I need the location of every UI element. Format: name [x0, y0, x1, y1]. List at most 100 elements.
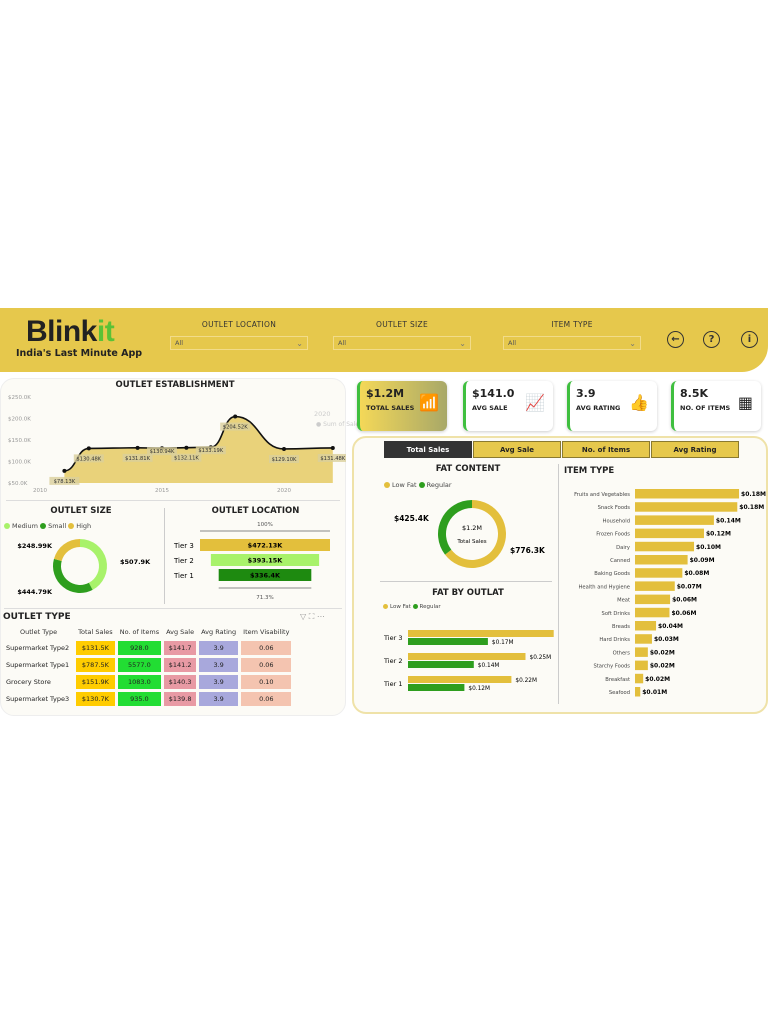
bar-regular	[408, 661, 474, 668]
table-cell: 3.9	[199, 641, 239, 655]
donut-slice	[438, 500, 472, 555]
data-label: $0.01M	[642, 689, 667, 696]
logo: Blinkit	[26, 315, 115, 348]
table-row: Supermarket Type2 $131.5K 928.0 $141.7 3.9 0.…	[4, 641, 292, 655]
table-cell: 0.10	[241, 675, 292, 689]
data-label: $0.14M	[716, 517, 741, 524]
data-label: $0.12M	[706, 531, 731, 538]
column-header[interactable]: Avg Rating	[201, 628, 237, 636]
rating-thumb-icon: 👍	[629, 393, 649, 412]
funnel-bar	[210, 554, 320, 566]
donut-slice	[53, 539, 80, 561]
chevron-down-icon: ⌄	[296, 338, 303, 348]
fat-content-donut: $1.2M Total Sales $776.3K $425.4K	[394, 500, 546, 568]
data-point	[62, 468, 67, 473]
divider	[380, 581, 552, 582]
tab-total-sales[interactable]: Total Sales	[384, 441, 472, 458]
boxes-icon: ▦	[737, 393, 753, 412]
table-cell: 3.9	[199, 658, 239, 672]
category-label: Breads	[612, 624, 630, 630]
outlet-location-dropdown[interactable]: All ⌄	[170, 336, 308, 350]
filter-label-outlet-location: OUTLET LOCATION	[201, 320, 277, 329]
category-label: Soft Drinks	[602, 611, 631, 617]
back-arrow-icon[interactable]: ←	[667, 331, 684, 348]
table-cell: $151.9K	[76, 675, 115, 689]
item-type-dropdown[interactable]: All ⌄	[503, 336, 641, 350]
data-point	[282, 446, 286, 451]
table-cell: 3.9	[199, 675, 239, 689]
more-options-icon[interactable]: ⋯	[316, 612, 325, 621]
filter-icon[interactable]: ▽	[300, 612, 307, 621]
table-row: Supermarket Type1 $787.5K 5577.0 $141.2 3.9 0…	[4, 658, 292, 672]
outlet-size-dropdown[interactable]: All ⌄	[333, 336, 471, 350]
divider	[4, 608, 342, 609]
outlet-establishment-title: OUTLET ESTABLISHMENT	[115, 380, 235, 390]
data-label-bg	[195, 446, 226, 455]
donut-slice	[53, 558, 93, 593]
help-icon[interactable]: ?	[703, 331, 720, 348]
category-label: Household	[603, 518, 630, 524]
bar	[635, 581, 675, 591]
tab-no-of-items[interactable]: No. of Items	[562, 441, 650, 458]
data-label: $507.9K	[120, 558, 151, 566]
table-cell: $130.7K	[76, 692, 115, 706]
bar	[635, 594, 671, 605]
column-header[interactable]: Outlet Type	[20, 628, 58, 636]
donut-slice	[80, 539, 107, 590]
y-tick-label: $250.0K	[8, 395, 31, 401]
funnel-category: Tier 2	[173, 557, 194, 565]
kpi-value: $1.2M	[366, 387, 405, 400]
data-label: $133.19K	[198, 448, 223, 454]
bar	[635, 555, 688, 565]
table-cell: Supermarket Type2	[6, 644, 70, 652]
data-label: $472.13K	[248, 542, 284, 550]
kpi-value: 8.5K	[680, 387, 709, 400]
table-cell: 0.06	[241, 692, 292, 706]
data-label: $444.79K	[17, 588, 53, 596]
category-label: Meat	[617, 598, 630, 604]
focus-mode-icon[interactable]: ⛶	[308, 612, 315, 621]
outlet-type-title: OUTLET TYPE	[3, 612, 71, 622]
data-label: $0.25M	[530, 655, 552, 661]
column-header[interactable]: Avg Sale	[166, 628, 195, 636]
table-cell: $131.5K	[76, 641, 115, 655]
data-label: $0.17M	[492, 640, 514, 646]
bar	[635, 515, 714, 525]
table-header-row: Outlet Type Total Sales No. of Items Avg Sa…	[4, 626, 291, 638]
data-point	[86, 446, 91, 451]
tagline: India's Last Minute App	[16, 348, 143, 359]
tab-avg-rating[interactable]: Avg Rating	[651, 441, 739, 458]
data-point	[135, 445, 140, 450]
table-cell: $139.8	[164, 692, 197, 706]
funnel-bar	[218, 569, 312, 581]
table-cell: Supermarket Type3	[6, 695, 70, 703]
kpi-card-avg-sale: $141.0 AVG SALE 📈	[463, 381, 553, 431]
kpi-value: 3.9	[576, 387, 596, 400]
data-label: $0.02M	[650, 663, 675, 670]
column-header[interactable]: Total Sales	[78, 628, 113, 636]
category-label: Frozen Foods	[596, 532, 630, 538]
category-label: Starchy Foods	[593, 664, 630, 670]
category-label: Others	[613, 650, 631, 656]
bar	[635, 673, 644, 684]
data-label: $248.99K	[17, 542, 53, 550]
table-cell: 928.0	[117, 641, 162, 655]
bar	[635, 660, 648, 671]
data-label: $0.14M	[478, 663, 500, 669]
column-header[interactable]: Item Visability	[243, 628, 290, 636]
data-label: $336.4K	[250, 572, 281, 580]
data-label: $0.06M	[671, 610, 696, 617]
outlet-size-donut: $507.9K $444.79K $248.99K	[17, 539, 151, 596]
info-icon[interactable]: i	[741, 331, 758, 348]
column-header[interactable]: No. of Items	[119, 628, 160, 636]
data-label: $78.13K	[54, 479, 76, 485]
bar	[635, 541, 695, 552]
data-label: $776.3K	[510, 546, 546, 555]
funnel-top-pct: 100%	[257, 522, 273, 528]
donut-center-label: Total Sales	[456, 539, 486, 545]
tab-avg-sale[interactable]: Avg Sale	[473, 441, 561, 458]
category-label: Tier 2	[383, 657, 402, 665]
filter-label-outlet-size: OUTLET SIZE	[375, 320, 428, 329]
category-label: Fruits and Vegetables	[574, 492, 630, 498]
data-label-bg	[73, 454, 104, 463]
